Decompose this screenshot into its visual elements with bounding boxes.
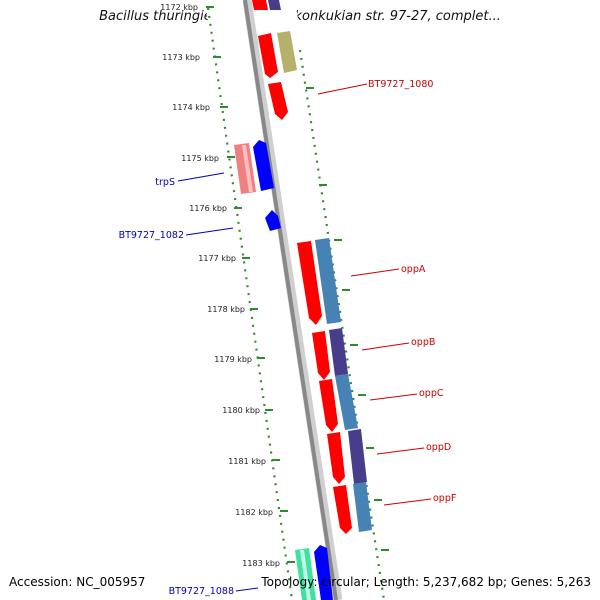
tick: 1181 kbp: [228, 457, 280, 466]
gene-label-trps[interactable]: trpS: [155, 177, 175, 188]
callout-lines: [177, 83, 432, 592]
gene-labels: BT9727_1080 trpS BT9727_1082 oppA oppB o…: [119, 79, 457, 597]
tick: 1180 kbp: [222, 406, 273, 415]
tick-label: 1180 kbp: [222, 406, 260, 415]
gene-feature[interactable]: [319, 379, 338, 432]
gene-feature[interactable]: [268, 82, 288, 120]
tick: 1176 kbp: [189, 204, 242, 213]
gene-label-oppb[interactable]: oppB: [411, 337, 435, 348]
gene-feature[interactable]: [265, 210, 281, 231]
tick: 1174 kbp: [172, 103, 228, 112]
gene-feature[interactable]: [252, 0, 268, 10]
tick-label: 1174 kbp: [172, 103, 210, 112]
gene-feature[interactable]: [327, 432, 345, 484]
gene-feature[interactable]: [333, 485, 352, 534]
gene-feature[interactable]: [297, 241, 322, 325]
tick: 1183 kbp: [242, 559, 295, 568]
gene-feature[interactable]: [268, 0, 281, 10]
gene-feature[interactable]: [258, 33, 278, 78]
gene-label-oppf[interactable]: oppF: [433, 493, 456, 504]
genome-summary: Topology: circular; Length: 5,237,682 bp…: [261, 575, 591, 589]
gene-feature[interactable]: [314, 545, 333, 600]
map-band: [205, 0, 390, 600]
tick-label: 1173 kbp: [162, 53, 200, 62]
tick: 1173 kbp: [162, 53, 221, 62]
tick-label: 1172 kbp: [160, 3, 198, 12]
tick-label: 1177 kbp: [198, 254, 236, 263]
tick-label: 1181 kbp: [228, 457, 266, 466]
gene-feature[interactable]: [300, 550, 311, 600]
backbone: [243, 0, 338, 600]
gene-feature[interactable]: [253, 140, 274, 191]
gene-feature[interactable]: [353, 482, 372, 532]
tick-label: 1175 kbp: [181, 154, 219, 163]
tick: 1172 kbp: [160, 3, 214, 12]
gene-label-oppa[interactable]: oppA: [401, 264, 426, 275]
tick: 1175 kbp: [181, 154, 235, 163]
gene-feature[interactable]: [242, 145, 253, 192]
tick-label: 1178 kbp: [207, 305, 245, 314]
gene-feature[interactable]: [312, 331, 330, 380]
tick: 1182 kbp: [235, 508, 288, 517]
gene-feature[interactable]: [329, 328, 348, 376]
tick: 1177 kbp: [198, 254, 250, 263]
accession-text: Accession: NC_005957: [9, 575, 146, 589]
tick: 1178 kbp: [207, 305, 258, 314]
gene-features: [234, 0, 372, 600]
tick-label: 1183 kbp: [242, 559, 280, 568]
gene-label-oppc[interactable]: oppC: [419, 388, 444, 399]
tick-marks: 1172 kbp 1173 kbp 1174 kbp 1175 kbp 1176…: [160, 3, 295, 568]
tick-label: 1179 kbp: [214, 355, 252, 364]
map-title: Bacillus thuringiensis serovar konkukian…: [99, 9, 501, 24]
tick-label: 1182 kbp: [235, 508, 273, 517]
tick: 1179 kbp: [214, 355, 265, 364]
gene-label-bt9727-1088[interactable]: BT9727_1088: [169, 586, 234, 597]
gene-label-bt9727-1080[interactable]: BT9727_1080: [368, 79, 433, 90]
gene-label-oppd[interactable]: oppD: [426, 442, 451, 453]
gene-feature[interactable]: [348, 429, 367, 484]
tick-label: 1176 kbp: [189, 204, 227, 213]
gene-feature[interactable]: [315, 238, 341, 324]
gene-label-bt9727-1082[interactable]: BT9727_1082: [119, 230, 184, 241]
gene-feature[interactable]: [277, 31, 297, 73]
gene-feature[interactable]: [335, 374, 358, 430]
outer-tick-marks: [306, 87, 389, 551]
